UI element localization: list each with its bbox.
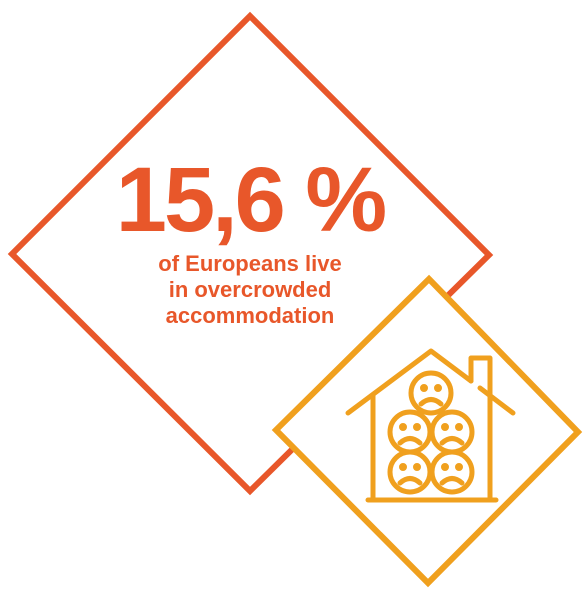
stat-value: 15,6 % <box>115 149 387 251</box>
house-with-sad-faces-icon <box>345 348 516 503</box>
red-diamond-frame <box>7 11 494 496</box>
stat-block: 15,6 % of Europeans live in overcrowded … <box>100 150 400 328</box>
sad-face-top-icon <box>408 370 454 416</box>
sad-face-bottom-right-icon <box>429 449 475 495</box>
stat-caption-line-1: of Europeans live <box>158 251 342 276</box>
orange-diamond-frame <box>271 274 583 588</box>
stat-caption-line-2: in overcrowded <box>168 277 332 302</box>
stat-caption-line-3: accommodation <box>165 303 335 328</box>
